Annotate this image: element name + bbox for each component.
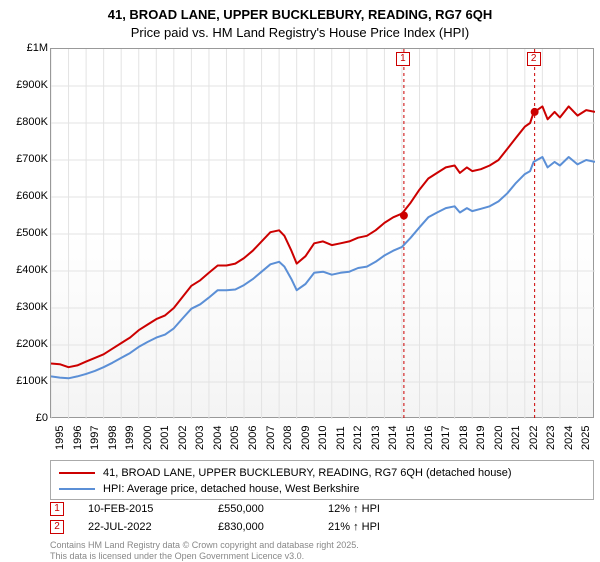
legend-swatch-2 [59, 488, 95, 490]
sales-marker-1: 1 [50, 502, 64, 516]
x-tick-label: 2019 [475, 426, 487, 450]
x-tick-label: 2007 [265, 426, 277, 450]
sales-date-2: 22-JUL-2022 [88, 521, 218, 533]
x-tick-label: 2001 [159, 426, 171, 450]
x-tick-label: 2011 [335, 426, 347, 450]
sales-table: 1 10-FEB-2015 £550,000 12% ↑ HPI 2 22-JU… [50, 500, 428, 536]
sales-diff-1: 12% ↑ HPI [328, 503, 428, 515]
y-tick-label: £0 [36, 412, 48, 424]
x-tick-label: 2017 [440, 426, 452, 450]
title-block: 41, BROAD LANE, UPPER BUCKLEBURY, READIN… [0, 0, 600, 41]
x-tick-label: 2018 [458, 426, 470, 450]
x-tick-label: 1998 [107, 426, 119, 450]
x-tick-label: 2016 [423, 426, 435, 450]
x-tick-label: 2023 [545, 426, 557, 450]
chart-container: 41, BROAD LANE, UPPER BUCKLEBURY, READIN… [0, 0, 600, 560]
x-tick-label: 1995 [54, 426, 66, 450]
sales-price-2: £830,000 [218, 521, 328, 533]
y-tick-label: £1M [27, 42, 48, 54]
x-tick-label: 2005 [229, 426, 241, 450]
x-tick-label: 2025 [580, 426, 592, 450]
x-tick-label: 2008 [282, 426, 294, 450]
legend-label-2: HPI: Average price, detached house, West… [103, 483, 359, 495]
x-tick-label: 2020 [493, 426, 505, 450]
y-tick-label: £900K [16, 79, 48, 91]
x-tick-label: 2013 [370, 426, 382, 450]
legend-row: 41, BROAD LANE, UPPER BUCKLEBURY, READIN… [59, 465, 585, 481]
legend-swatch-1 [59, 472, 95, 474]
sales-price-1: £550,000 [218, 503, 328, 515]
sales-marker-2: 2 [50, 520, 64, 534]
x-tick-label: 2002 [177, 426, 189, 450]
plot-area [50, 48, 594, 418]
copyright-line1: Contains HM Land Registry data © Crown c… [50, 540, 359, 551]
y-tick-label: £600K [16, 190, 48, 202]
x-tick-label: 2012 [352, 426, 364, 450]
legend-label-1: 41, BROAD LANE, UPPER BUCKLEBURY, READIN… [103, 467, 512, 479]
chart-svg [51, 49, 595, 419]
x-tick-label: 2010 [317, 426, 329, 450]
title-address: 41, BROAD LANE, UPPER BUCKLEBURY, READIN… [0, 6, 600, 24]
title-subtitle: Price paid vs. HM Land Registry's House … [0, 24, 600, 42]
x-tick-label: 1999 [124, 426, 136, 450]
x-tick-label: 2022 [528, 426, 540, 450]
x-tick-label: 2003 [194, 426, 206, 450]
y-tick-label: £800K [16, 116, 48, 128]
y-tick-label: £100K [16, 375, 48, 387]
x-tick-label: 2024 [563, 426, 575, 450]
marker-box: 2 [527, 52, 541, 66]
sales-diff-2: 21% ↑ HPI [328, 521, 428, 533]
sales-date-1: 10-FEB-2015 [88, 503, 218, 515]
x-tick-label: 2000 [142, 426, 154, 450]
legend: 41, BROAD LANE, UPPER BUCKLEBURY, READIN… [50, 460, 594, 500]
y-tick-label: £400K [16, 264, 48, 276]
y-tick-label: £500K [16, 227, 48, 239]
x-tick-label: 2014 [387, 426, 399, 450]
marker-box: 1 [396, 52, 410, 66]
y-tick-label: £300K [16, 301, 48, 313]
y-tick-label: £700K [16, 153, 48, 165]
x-tick-label: 2009 [300, 426, 312, 450]
y-tick-label: £200K [16, 338, 48, 350]
x-tick-label: 2015 [405, 426, 417, 450]
sales-row: 1 10-FEB-2015 £550,000 12% ↑ HPI [50, 500, 428, 518]
sales-row: 2 22-JUL-2022 £830,000 21% ↑ HPI [50, 518, 428, 536]
x-tick-label: 1997 [89, 426, 101, 450]
copyright: Contains HM Land Registry data © Crown c… [50, 540, 359, 562]
legend-row: HPI: Average price, detached house, West… [59, 481, 585, 497]
x-tick-label: 1996 [72, 426, 84, 450]
x-tick-label: 2006 [247, 426, 259, 450]
x-tick-label: 2021 [510, 426, 522, 450]
x-tick-label: 2004 [212, 426, 224, 450]
